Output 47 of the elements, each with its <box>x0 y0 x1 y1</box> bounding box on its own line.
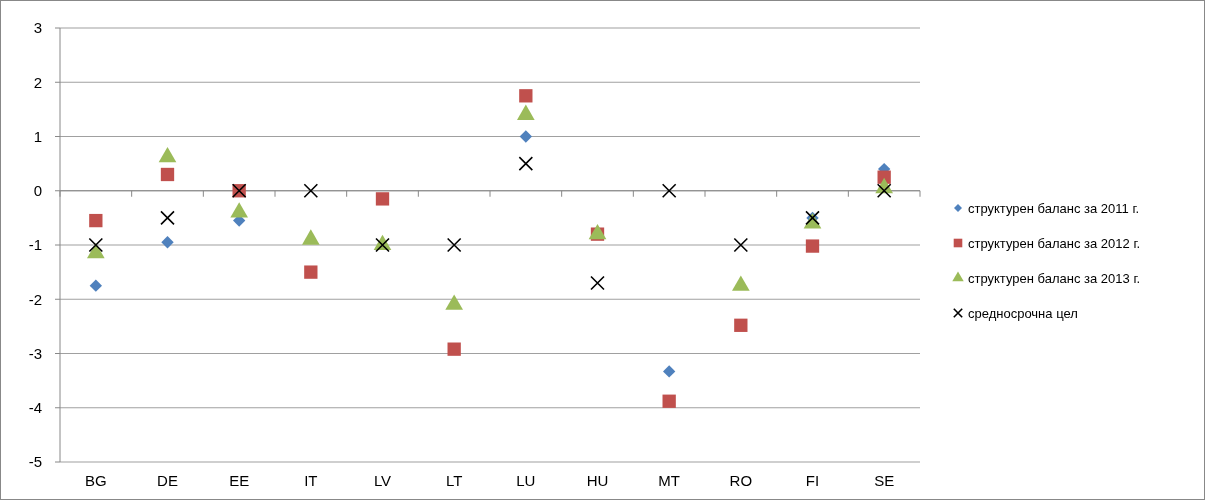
y-tick-label: 3 <box>33 19 42 37</box>
x-tick-label: BG <box>84 472 107 489</box>
x-tick-label: SE <box>874 472 895 489</box>
x-tick-label: LV <box>373 472 392 489</box>
point <box>160 210 175 226</box>
x-tick-label: LT <box>445 472 463 489</box>
y-tick-label: -3 <box>28 344 42 362</box>
point <box>590 275 605 291</box>
y-tick-label: -5 <box>28 453 42 471</box>
point <box>662 365 676 378</box>
point <box>447 342 461 356</box>
point <box>160 167 175 182</box>
point <box>876 183 892 199</box>
point <box>661 183 677 199</box>
point <box>304 265 318 279</box>
point <box>161 236 174 249</box>
point <box>519 130 533 143</box>
point <box>518 156 534 171</box>
y-tick-label: -2 <box>28 290 42 308</box>
point <box>303 183 319 199</box>
x-tick-label: MT <box>658 472 680 489</box>
point <box>89 279 103 292</box>
point <box>733 237 749 253</box>
legend-label: структурен баланс за 2013 г. <box>968 270 1141 286</box>
y-tick-label: 1 <box>33 127 42 145</box>
x-tick-label: HU <box>586 472 609 489</box>
x-tick-label: DE <box>157 472 178 489</box>
y-tick-label: 2 <box>33 73 42 91</box>
point <box>446 237 462 253</box>
x-tick-label: EE <box>229 472 250 489</box>
y-tick-label: -4 <box>28 399 42 416</box>
x-tick-label: LU <box>516 472 536 489</box>
y-tick-label: -1 <box>28 236 42 254</box>
point <box>519 89 533 103</box>
x-tick-label: IT <box>304 472 318 489</box>
point <box>734 318 748 332</box>
point <box>805 239 820 253</box>
point <box>662 394 676 408</box>
point <box>89 213 103 228</box>
point <box>375 192 390 206</box>
x-tick-label: RO <box>729 472 753 489</box>
legend-label: структурен баланс за 2011 г. <box>968 200 1140 216</box>
x-tick-label: FI <box>805 472 820 489</box>
y-tick-label: 0 <box>33 182 42 199</box>
legend-label: структурен баланс за 2012 г. <box>968 235 1141 251</box>
point <box>88 237 104 253</box>
legend-label: средносрочна цел <box>968 305 1078 321</box>
